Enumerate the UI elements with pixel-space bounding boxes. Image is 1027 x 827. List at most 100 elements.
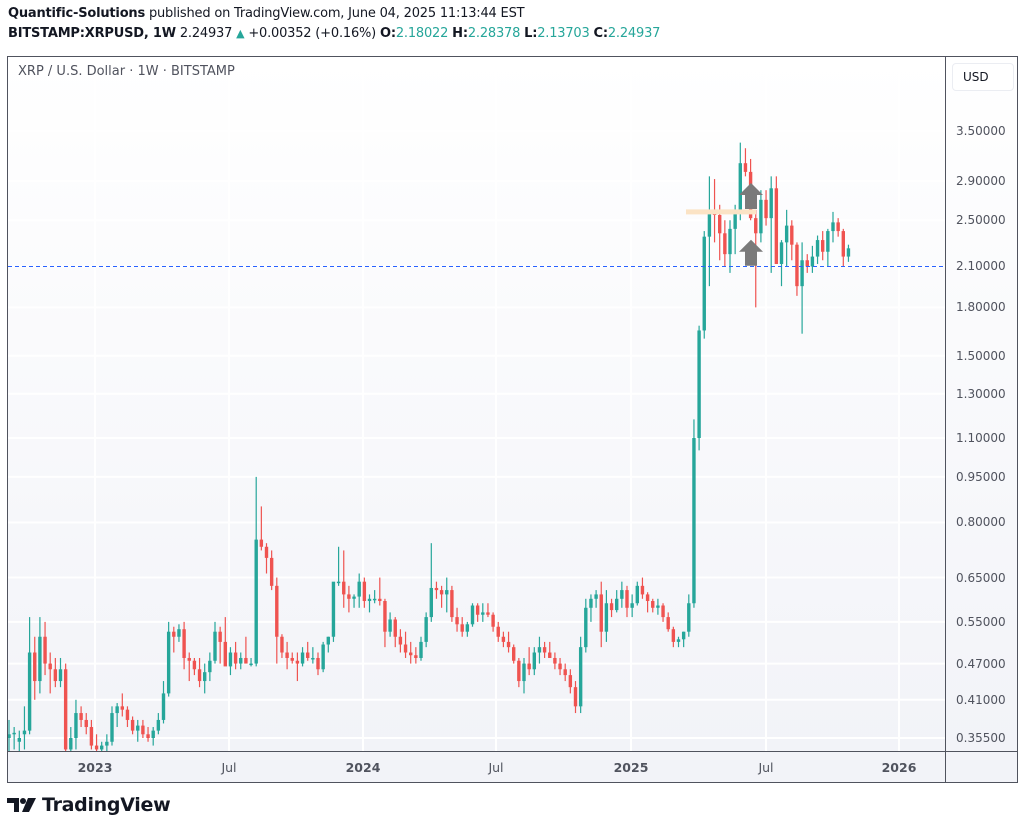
currency-button[interactable]: USD xyxy=(952,63,1014,91)
candle-down xyxy=(645,594,650,602)
candle-down xyxy=(460,624,464,632)
candle-down xyxy=(383,601,387,632)
candle-down xyxy=(640,585,645,595)
price-tick-label: 2.50000 xyxy=(956,213,1006,228)
candle-up xyxy=(697,330,701,439)
candle-up xyxy=(615,598,619,611)
chart-legend: XRP / U.S. Dollar · 1W · BITSTAMP xyxy=(18,64,235,79)
candle-up xyxy=(676,639,681,642)
candle-down xyxy=(233,652,238,664)
candle-up xyxy=(249,663,253,666)
candle-down xyxy=(63,669,68,750)
candle-up xyxy=(589,598,593,608)
candle-down xyxy=(434,587,439,591)
price-tick-label: 0.47000 xyxy=(956,656,1006,671)
time-axis[interactable]: 2023 Jul 2024 Jul 2025 Jul 2026 xyxy=(8,751,945,783)
candle-up xyxy=(620,590,624,599)
low-label: L: xyxy=(524,26,538,41)
candlestick-chart[interactable] xyxy=(8,57,945,751)
up-triangle-icon: ▲ xyxy=(236,27,245,40)
candle-up xyxy=(578,647,583,707)
candle-down xyxy=(542,647,547,653)
candle-down xyxy=(120,706,124,710)
candle-up xyxy=(38,636,42,682)
candle-up xyxy=(372,598,377,601)
candle-up xyxy=(326,636,330,645)
candle-up xyxy=(239,657,243,664)
candle-down xyxy=(491,614,495,627)
price-tick-label: 1.30000 xyxy=(956,386,1006,401)
candle-up xyxy=(357,581,361,597)
candle-down xyxy=(517,660,521,682)
price-tick-label: 2.90000 xyxy=(956,173,1006,188)
candle-down xyxy=(805,260,809,267)
candle-up xyxy=(22,730,27,735)
author-name[interactable]: Quantific-Solutions xyxy=(8,6,146,21)
up-arrow-icon xyxy=(739,239,763,266)
candle-up xyxy=(100,745,104,750)
candle-down xyxy=(743,163,748,172)
candle-down xyxy=(506,641,511,648)
candle-up xyxy=(336,581,341,584)
price-tick-label: 0.55000 xyxy=(956,614,1006,629)
candle-up xyxy=(105,741,109,746)
candle-down xyxy=(836,222,840,232)
candle-down xyxy=(764,199,768,219)
candle-down xyxy=(439,590,444,595)
chart-plot-area[interactable]: XRP / U.S. Dollar · 1W · BITSTAMP xyxy=(8,57,945,751)
low-value: 2.13703 xyxy=(537,26,590,41)
candle-up xyxy=(69,737,73,750)
price-tick-label: 1.50000 xyxy=(956,348,1006,363)
candle-up xyxy=(784,225,789,243)
candle-up xyxy=(846,248,851,257)
candle-up xyxy=(161,693,166,720)
candle-down xyxy=(774,188,779,264)
candle-up xyxy=(311,657,315,660)
candle-up xyxy=(156,719,161,731)
candle-down xyxy=(290,657,294,661)
candle-down xyxy=(295,660,300,664)
price-tick-label: 0.35500 xyxy=(956,730,1006,745)
candle-up xyxy=(12,732,16,735)
candle-down xyxy=(306,652,310,658)
candle-down xyxy=(378,598,382,602)
close-label: C: xyxy=(593,26,609,41)
candle-down xyxy=(718,214,722,234)
candle-down xyxy=(259,539,264,547)
price-tick-label: 0.95000 xyxy=(956,469,1006,484)
candle-up xyxy=(522,663,526,682)
candle-up xyxy=(656,605,660,608)
candle-down xyxy=(223,641,227,667)
candle-up xyxy=(429,587,433,618)
candle-up xyxy=(831,222,835,232)
candle-up xyxy=(74,713,78,738)
candle-down xyxy=(568,675,573,688)
tradingview-logo[interactable]: TradingView xyxy=(7,794,171,816)
candle-up xyxy=(58,669,63,682)
candle-up xyxy=(769,188,773,219)
price-axis[interactable]: USD 3.50000 2.90000 2.50000 2.10000 1.80000 1… xyxy=(945,57,1018,751)
candle-down xyxy=(33,652,37,682)
publish-info: Quantific-Solutions published on Trading… xyxy=(8,5,525,22)
candle-down xyxy=(821,240,825,252)
candle-up xyxy=(115,706,119,714)
candle-down xyxy=(573,687,578,707)
candle-down xyxy=(362,581,367,602)
price-tick-label: 2.10000 xyxy=(956,259,1006,274)
candle-down xyxy=(53,669,58,682)
candle-down xyxy=(89,727,94,746)
price-change: +0.00352 (+0.16%) xyxy=(248,26,377,41)
candle-down xyxy=(599,594,603,632)
candle-down xyxy=(275,585,279,637)
price-tick-label: 1.10000 xyxy=(956,431,1006,445)
candle-down xyxy=(475,605,480,615)
candle-down xyxy=(264,546,269,558)
candle-down xyxy=(723,233,727,255)
candle-down xyxy=(409,652,413,656)
candle-down xyxy=(192,660,197,670)
candle-up xyxy=(254,539,258,664)
candle-up xyxy=(481,612,485,615)
candle-down xyxy=(197,669,202,682)
last-price: 2.24937 xyxy=(179,26,233,41)
symbol-label: BITSTAMP:XRPUSD, 1W xyxy=(8,26,176,41)
